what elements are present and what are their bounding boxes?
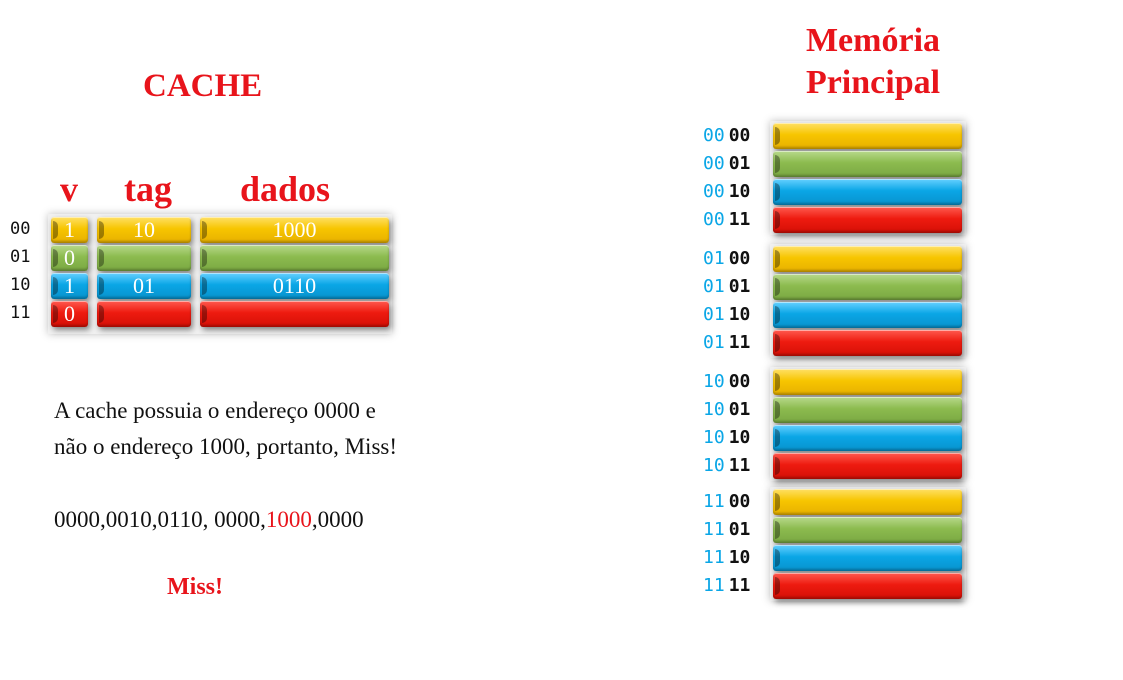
memory-address-tag: 00	[703, 125, 725, 146]
memory-title-line-1: Memória	[805, 22, 941, 59]
memory-address-tag: 00	[703, 181, 725, 202]
memory-block	[773, 207, 962, 233]
header-v: v	[60, 169, 78, 209]
memory-address-tag: 00	[703, 209, 725, 230]
memory-address-index: 10	[728, 304, 751, 325]
memory-block	[773, 274, 962, 300]
memory-address: 01 01	[703, 273, 750, 301]
memory-address: 10 10	[703, 424, 750, 452]
memory-address: 10 01	[703, 396, 750, 424]
memory-block	[773, 545, 962, 571]
cache-valid-bit: 1	[51, 273, 88, 299]
memory-block	[773, 246, 962, 272]
memory-address-tag: 10	[703, 427, 725, 448]
memory-address-index: 11	[728, 209, 751, 230]
memory-block	[773, 369, 962, 395]
explanation-line-2: não o endereço 1000, portanto, Miss!	[54, 434, 398, 459]
memory-block	[773, 151, 962, 177]
memory-address: 10 00	[703, 368, 750, 396]
memory-block	[773, 573, 962, 599]
memory-address-tag: 01	[703, 248, 725, 269]
memory-address-tag: 10	[703, 455, 725, 476]
memory-address: 11 01	[703, 516, 750, 544]
memory-address-tag: 11	[703, 491, 725, 512]
memory-address: 11 11	[703, 572, 750, 600]
memory-address-index: 10	[728, 547, 751, 568]
memory-address-tag: 10	[703, 399, 725, 420]
memory-address-index: 00	[728, 371, 751, 392]
memory-block	[773, 179, 962, 205]
memory-block	[773, 425, 962, 451]
cache-index: 10	[10, 275, 31, 295]
result-label: Miss!	[167, 574, 223, 600]
memory-address: 11 10	[703, 544, 750, 572]
memory-address-index: 11	[728, 332, 751, 353]
memory-block	[773, 489, 962, 515]
memory-address-index: 00	[728, 125, 751, 146]
memory-address-index: 11	[728, 455, 751, 476]
memory-address-index: 01	[728, 399, 751, 420]
sequence-before: 0000,0010,0110, 0000,	[54, 507, 266, 532]
memory-address-tag: 01	[703, 304, 725, 325]
memory-address-tag: 00	[703, 153, 725, 174]
cache-data	[200, 301, 389, 327]
memory-address: 01 10	[703, 301, 750, 329]
cache-title: CACHE	[143, 68, 263, 104]
memory-address-index: 11	[728, 575, 751, 596]
header-dados: dados	[240, 169, 331, 209]
memory-address-index: 00	[728, 491, 751, 512]
memory-block	[773, 453, 962, 479]
sequence-after: ,0000	[311, 507, 364, 532]
cache-valid-bit: 0	[51, 245, 88, 271]
sequence-current: 1000	[265, 507, 312, 532]
memory-address-tag: 11	[703, 547, 725, 568]
cache-valid-bit: 1	[51, 217, 88, 243]
memory-address-index: 10	[728, 181, 751, 202]
cache-tag	[97, 245, 191, 271]
memory-block	[773, 302, 962, 328]
memory-address: 01 11	[703, 329, 750, 357]
cache-tag	[97, 301, 191, 327]
cache-valid-bit: 0	[51, 301, 88, 327]
memory-address: 01 00	[703, 245, 750, 273]
memory-address-index: 01	[728, 519, 751, 540]
cache-index: 01	[10, 247, 31, 267]
cache-tag: 10	[97, 217, 191, 243]
memory-address: 00 01	[703, 150, 750, 178]
explanation-line-1: A cache possuia o endereço 0000 e	[54, 398, 376, 423]
cache-index: 11	[10, 303, 31, 323]
memory-address: 00 00	[703, 122, 750, 150]
cache-data	[200, 245, 389, 271]
memory-address-tag: 11	[703, 519, 725, 540]
memory-address-tag: 11	[703, 575, 725, 596]
memory-address: 10 11	[703, 452, 750, 480]
memory-address-index: 00	[728, 248, 751, 269]
memory-address: 00 10	[703, 178, 750, 206]
cache-tag: 01	[97, 273, 191, 299]
memory-block	[773, 330, 962, 356]
access-sequence: 0000,0010,0110, 0000,1000,0000	[54, 507, 364, 533]
memory-block	[773, 123, 962, 149]
cache-index: 00	[10, 219, 31, 239]
memory-address: 11 00	[703, 488, 750, 516]
cache-data: 0110	[200, 273, 389, 299]
memory-title-line-2: Principal	[805, 64, 941, 101]
memory-address-tag: 01	[703, 276, 725, 297]
memory-address-tag: 10	[703, 371, 725, 392]
memory-block	[773, 517, 962, 543]
memory-address-index: 10	[728, 427, 751, 448]
memory-address-tag: 01	[703, 332, 725, 353]
memory-block	[773, 397, 962, 423]
memory-address-index: 01	[728, 276, 751, 297]
cache-data: 1000	[200, 217, 389, 243]
memory-address: 00 11	[703, 206, 750, 234]
header-tag: tag	[124, 169, 172, 209]
memory-title: Memória Principal	[783, 20, 963, 104]
memory-address-index: 01	[728, 153, 751, 174]
